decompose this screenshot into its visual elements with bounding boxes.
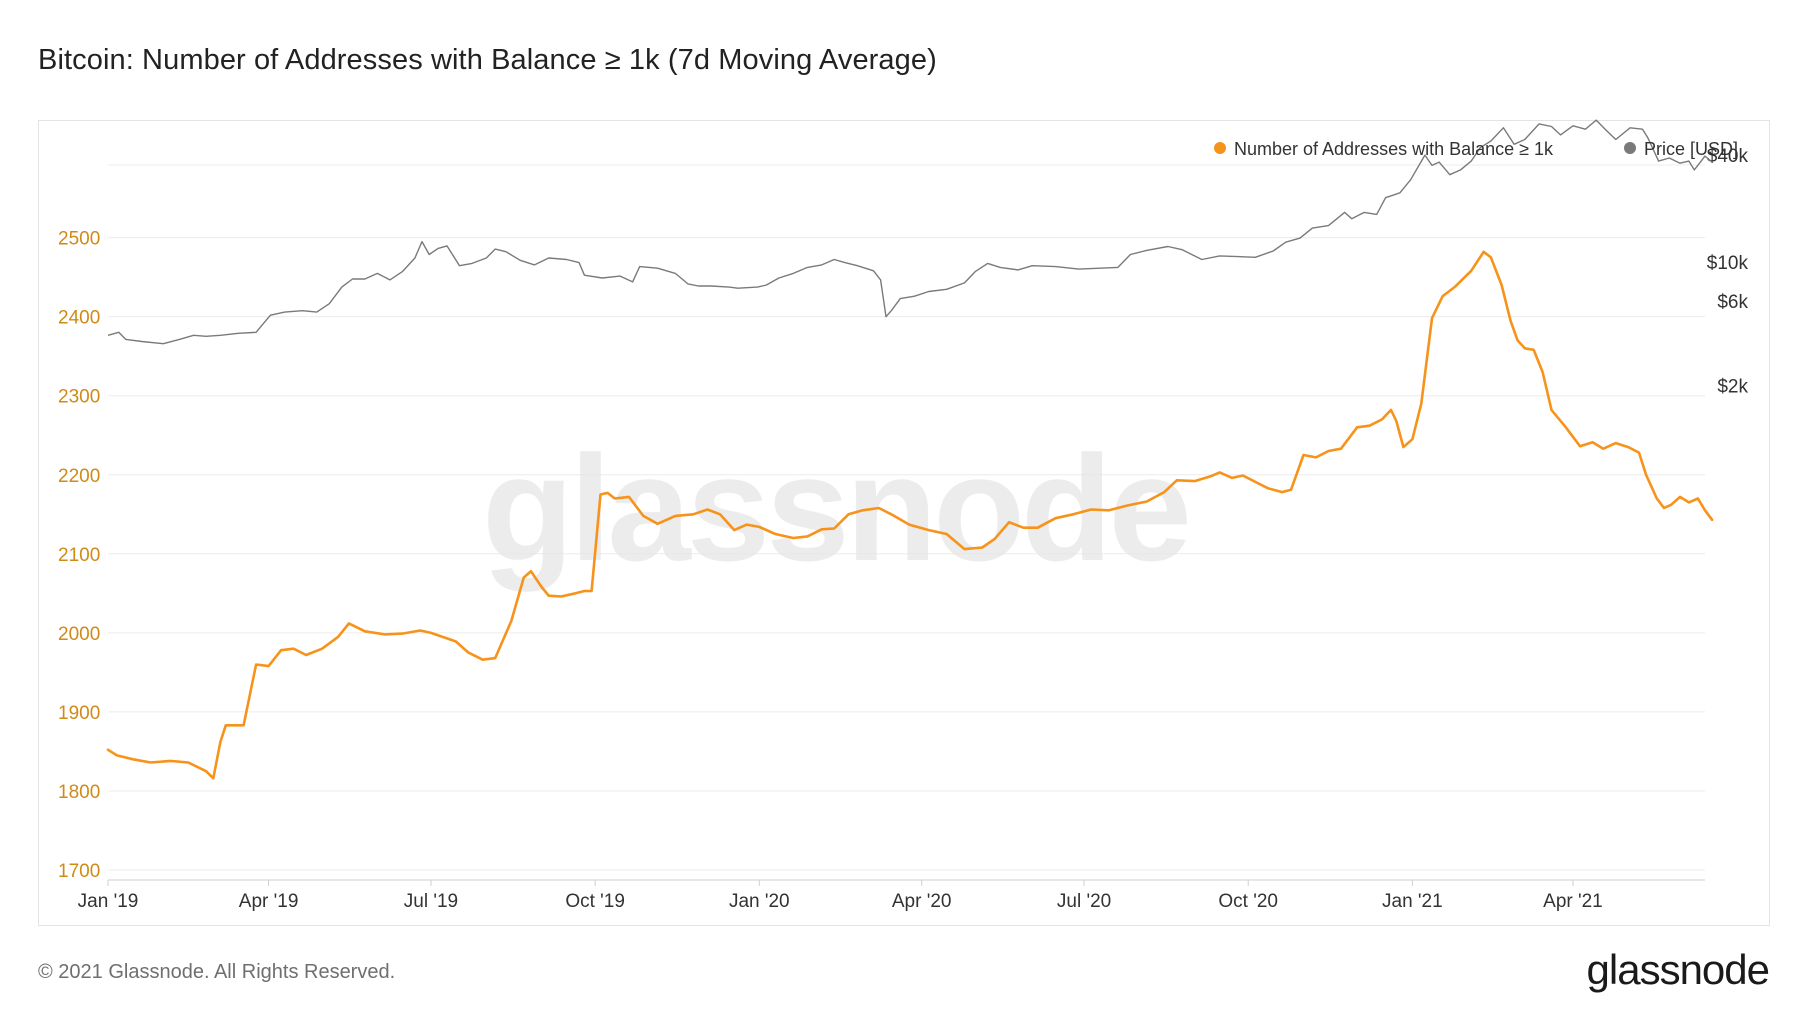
- right-axis: $2k $6k $10k $40k: [1707, 146, 1749, 398]
- x-tick-label: Oct '20: [1218, 891, 1278, 912]
- right-tick-label: $2k: [1717, 377, 1748, 398]
- left-tick-label: 2000: [58, 624, 100, 645]
- left-tick-label: 2500: [58, 229, 100, 250]
- series-lines: [106, 119, 1714, 780]
- series-addresses-line[interactable]: [106, 250, 1714, 780]
- left-tick-label: 2400: [58, 308, 100, 329]
- legend: Number of Addresses with Balance ≥ 1k Pri…: [1214, 139, 1738, 159]
- x-tick-label: Jan '21: [1382, 891, 1443, 912]
- x-tick-label: Jan '20: [729, 891, 790, 912]
- right-tick-label: $6k: [1717, 292, 1748, 313]
- legend-label: Number of Addresses with Balance ≥ 1k: [1234, 139, 1554, 159]
- chart-frame: [38, 120, 1770, 926]
- legend-item[interactable]: Number of Addresses with Balance ≥ 1k: [1214, 139, 1554, 159]
- left-tick-label: 2100: [58, 545, 100, 566]
- x-tick-label: Apr '20: [892, 891, 952, 912]
- left-tick-label: 2200: [58, 466, 100, 487]
- x-tick-label: Jul '20: [1057, 891, 1111, 912]
- x-tick-label: Jan '19: [78, 891, 139, 912]
- watermark: glassnode: [482, 424, 1188, 592]
- left-tick-label: 1800: [58, 782, 100, 803]
- legend-dot-icon: [1624, 142, 1636, 154]
- right-tick-label: $10k: [1707, 253, 1749, 274]
- legend-label: Price [USD]: [1644, 139, 1738, 159]
- left-axis: 1700 1800 1900 2000 2100 2200 2300 2400 2500: [58, 229, 100, 882]
- legend-item[interactable]: Price [USD]: [1624, 139, 1738, 159]
- left-tick-label: 1700: [58, 861, 100, 882]
- footer-logo: glassnode: [1586, 946, 1770, 993]
- grid-lines: [108, 164, 1705, 871]
- series-price-line[interactable]: [107, 119, 1713, 345]
- legend-dot-icon: [1214, 142, 1226, 154]
- right-tick-label: $40k: [1707, 146, 1749, 167]
- chart-title: Bitcoin: Number of Addresses with Balanc…: [38, 44, 937, 76]
- x-tick-label: Apr '21: [1543, 891, 1603, 912]
- footer-copyright: © 2021 Glassnode. All Rights Reserved.: [38, 961, 396, 983]
- x-tick-label: Oct '19: [565, 891, 625, 912]
- x-tick-label: Apr '19: [239, 891, 299, 912]
- left-tick-label: 1900: [58, 703, 100, 724]
- x-tick-label: Jul '19: [404, 891, 458, 912]
- x-axis: Jan '19 Apr '19 Jul '19 Oct '19 Jan '20 Apr '…: [78, 879, 1705, 912]
- left-tick-label: 2300: [58, 387, 100, 408]
